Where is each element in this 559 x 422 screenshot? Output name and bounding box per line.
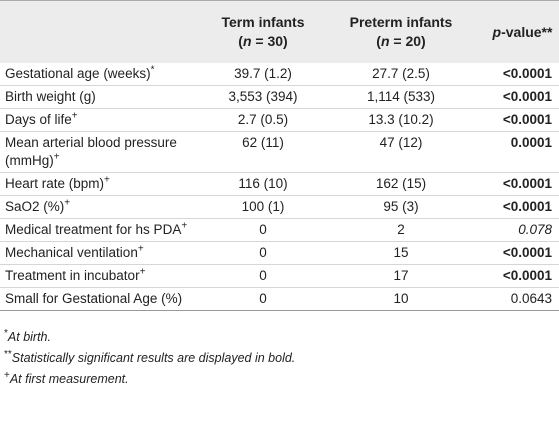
table-body: Gestational age (weeks)* 39.7 (1.2) 27.7 (…	[0, 63, 559, 311]
row-label-cell: Days of life+	[0, 108, 210, 132]
table-row: SaO2 (%)+ 100 (1) 95 (3) <0.0001	[0, 195, 559, 219]
term-value: 0	[210, 241, 316, 265]
row-label-cell: Small for Gestational Age (%)	[0, 287, 210, 311]
p-part: -value**	[501, 23, 553, 40]
n-part: n	[242, 33, 252, 49]
table-row: Mean arterial blood pressure (mmHg)+ 62 (…	[0, 131, 559, 173]
table-row: Days of life+ 2.7 (0.5) 13.3 (10.2) <0.0001	[0, 108, 559, 132]
row-label-cell: Birth weight (g)	[0, 85, 210, 109]
footnote-text: Statistically significant results are di…	[11, 351, 296, 365]
row-label: Treatment in incubator	[5, 268, 140, 283]
header-cell: Preterm infants (n = 20)	[316, 0, 486, 63]
row-label-marker: +	[104, 174, 110, 186]
row-label-cell: Mean arterial blood pressure (mmHg)+	[0, 131, 210, 173]
p-value: <0.0001	[486, 195, 559, 219]
term-value: 2.7 (0.5)	[210, 108, 316, 132]
preterm-value: 13.3 (10.2)	[316, 108, 486, 132]
header-title: Preterm infants	[349, 14, 453, 30]
row-label: Birth weight (g)	[5, 89, 96, 104]
row-label-cell: Gestational age (weeks)*	[0, 63, 210, 86]
table-row: Small for Gestational Age (%) 0 10 0.0643	[0, 287, 559, 311]
p-value: <0.0001	[486, 108, 559, 132]
term-value: 0	[210, 287, 316, 311]
row-label-cell: Treatment in incubator+	[0, 264, 210, 288]
p-value: 0.0001	[486, 131, 559, 173]
p-value: <0.0001	[486, 264, 559, 288]
header-cell: p-value**	[486, 0, 559, 63]
row-label: Small for Gestational Age (%)	[5, 291, 183, 306]
data-table: Term infants (n = 30) Preterm infants (n =…	[0, 0, 559, 311]
n-part: n	[380, 33, 390, 49]
row-label: Mean arterial blood pressure (mmHg)	[5, 135, 177, 168]
row-label-cell: Mechanical ventilation+	[0, 241, 210, 265]
p-value: <0.0001	[486, 241, 559, 265]
row-label: Gestational age (weeks)	[5, 66, 151, 81]
header-title: Term infants	[221, 14, 305, 30]
footnote-text: At first measurement.	[9, 372, 129, 386]
term-value: 39.7 (1.2)	[210, 63, 316, 86]
term-value: 0	[210, 264, 316, 288]
preterm-value: 47 (12)	[316, 131, 486, 173]
n-part: (	[238, 33, 243, 49]
table-row: Birth weight (g) 3,553 (394) 1,114 (533) <0…	[0, 85, 559, 109]
term-value: 3,553 (394)	[210, 85, 316, 109]
row-label-marker: +	[137, 243, 144, 255]
preterm-value: 17	[316, 264, 486, 288]
row-label: Days of life	[5, 112, 72, 127]
row-label-marker: +	[139, 266, 146, 278]
row-label-cell: SaO2 (%)+	[0, 195, 210, 219]
preterm-value: 27.7 (2.5)	[316, 63, 486, 86]
footnote: +At first measurement.	[4, 369, 559, 390]
n-part: = 20)	[389, 33, 426, 49]
table-row: Heart rate (bpm)+ 116 (10) 162 (15) <0.0001	[0, 172, 559, 196]
row-label: Medical treatment for hs PDA	[5, 222, 182, 237]
preterm-value: 2	[316, 218, 486, 242]
p-value: 0.078	[486, 218, 559, 242]
table-row: Medical treatment for hs PDA+ 0 2 0.078	[0, 218, 559, 242]
preterm-value: 95 (3)	[316, 195, 486, 219]
row-label-marker: +	[181, 220, 188, 232]
p-value: <0.0001	[486, 172, 559, 196]
row-label-cell: Heart rate (bpm)+	[0, 172, 210, 196]
preterm-value: 1,114 (533)	[316, 85, 486, 109]
footnotes: *At birth. **Statistically significant re…	[0, 327, 559, 390]
p-part: p	[492, 23, 502, 40]
table-row: Mechanical ventilation+ 0 15 <0.0001	[0, 241, 559, 265]
table-row: Treatment in incubator+ 0 17 <0.0001	[0, 264, 559, 288]
preterm-value: 15	[316, 241, 486, 265]
n-part: (	[376, 33, 381, 49]
footnote-marker: *	[4, 327, 8, 339]
row-label-marker: +	[53, 151, 60, 163]
preterm-value: 10	[316, 287, 486, 311]
footnote: *At birth.	[4, 327, 559, 348]
row-label-marker: +	[71, 110, 78, 122]
header-cell: Term infants (n = 30)	[210, 0, 316, 63]
row-label-cell: Medical treatment for hs PDA+	[0, 218, 210, 242]
p-value: <0.0001	[486, 63, 559, 86]
header-row: Term infants (n = 30) Preterm infants (n =…	[0, 0, 559, 63]
row-label-marker: *	[150, 64, 155, 76]
header-cell	[0, 0, 210, 63]
row-label: SaO2 (%)	[5, 199, 65, 214]
row-label: Heart rate (bpm)	[5, 176, 105, 191]
footnote-marker: +	[4, 369, 10, 381]
term-value: 62 (11)	[210, 131, 316, 173]
table-row: Gestational age (weeks)* 39.7 (1.2) 27.7 (…	[0, 63, 559, 86]
row-label-marker: +	[64, 197, 71, 209]
preterm-value: 162 (15)	[316, 172, 486, 196]
term-value: 116 (10)	[210, 172, 316, 196]
n-part: = 30)	[251, 33, 288, 49]
p-value: <0.0001	[486, 85, 559, 109]
footnote-marker: **	[4, 348, 12, 360]
term-value: 100 (1)	[210, 195, 316, 219]
footnote: **Statistically significant results are …	[4, 348, 559, 369]
row-label: Mechanical ventilation	[5, 245, 138, 260]
p-value: 0.0643	[486, 287, 559, 311]
footnote-text: At birth.	[7, 330, 51, 344]
term-value: 0	[210, 218, 316, 242]
